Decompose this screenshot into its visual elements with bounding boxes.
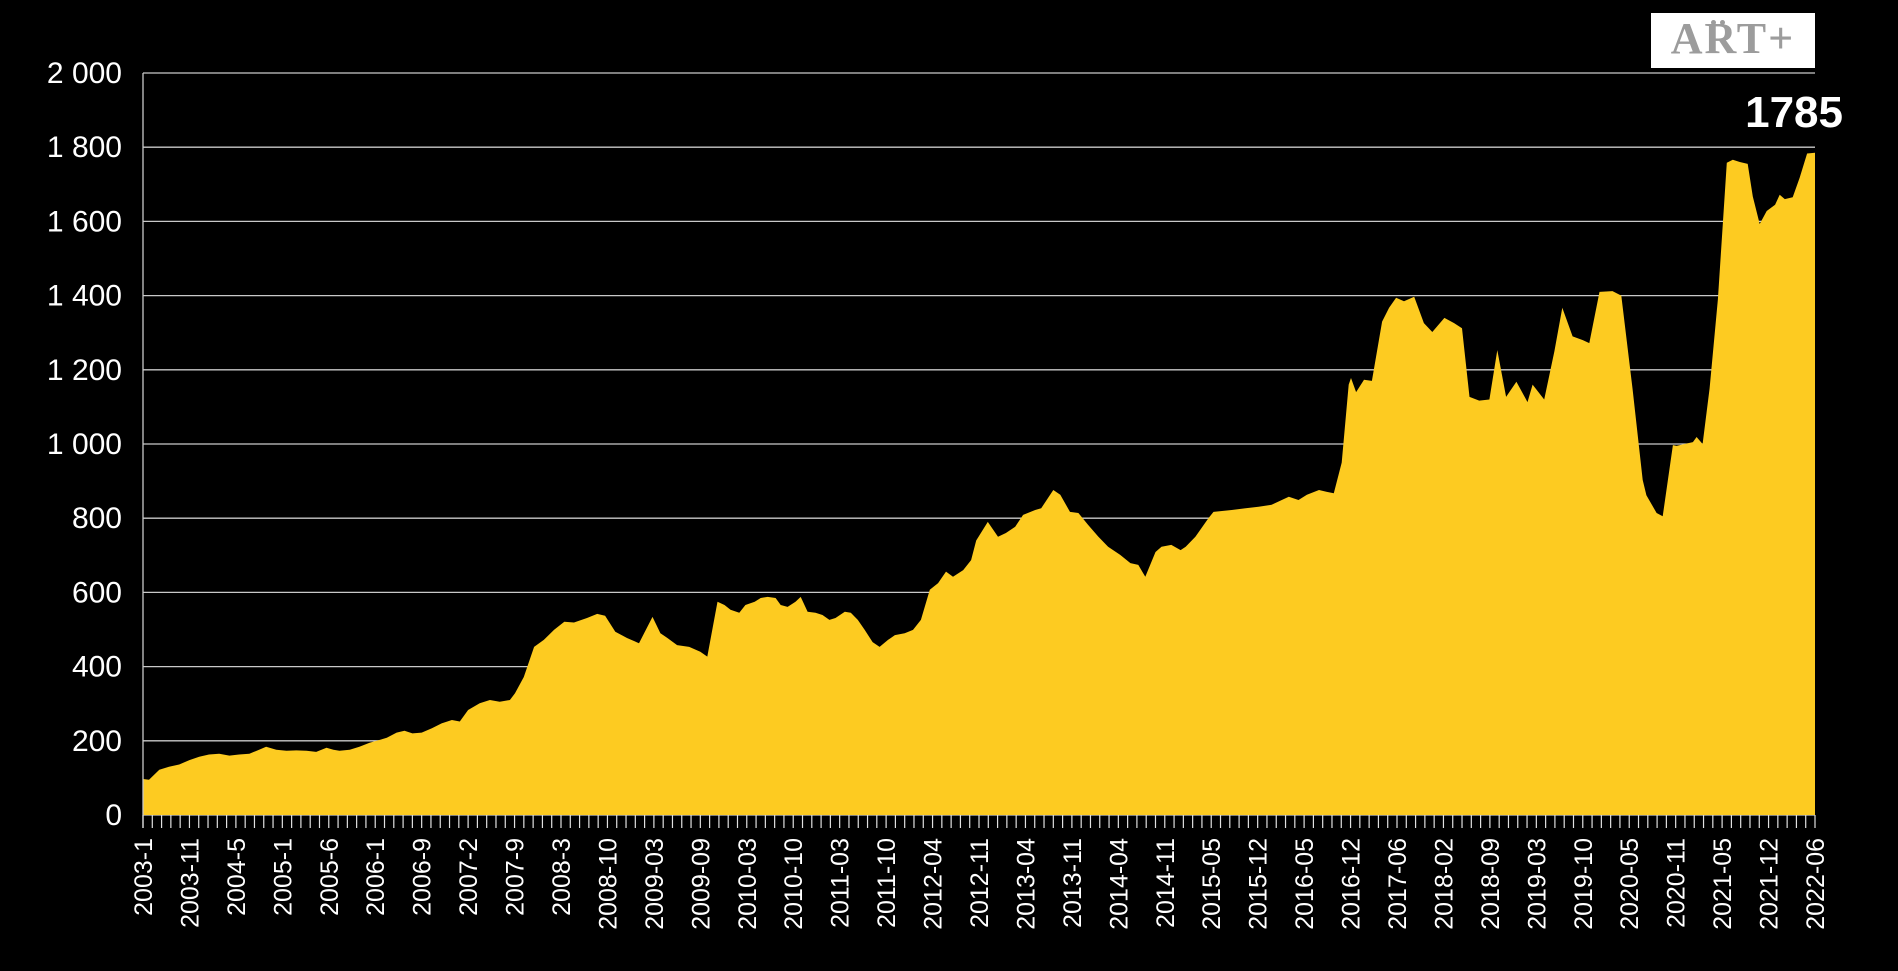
x-axis-label: 2021-05 xyxy=(1709,838,1737,930)
x-axis-label: 2016-12 xyxy=(1338,838,1366,930)
y-axis-label: 400 xyxy=(72,651,122,684)
last-value-label: 1785 xyxy=(1745,88,1843,137)
x-axis-label: 2018-09 xyxy=(1477,838,1505,930)
x-axis-label: 2016-05 xyxy=(1291,838,1319,930)
x-axis-label: 2011-03 xyxy=(827,838,855,928)
x-axis-label: 2020-11 xyxy=(1663,838,1691,928)
y-axis-label: 1 400 xyxy=(47,280,122,313)
x-axis-label: 2005-1 xyxy=(269,838,297,916)
y-axis-label: 1 800 xyxy=(47,131,122,164)
x-axis-label: 2019-10 xyxy=(1570,838,1598,930)
logo-umlaut-dots-icon xyxy=(1711,20,1716,25)
x-axis-label: 2006-1 xyxy=(362,838,390,916)
y-axis-label: 0 xyxy=(105,799,122,832)
x-axis-label: 2005-6 xyxy=(316,838,344,916)
x-axis-label: 2015-12 xyxy=(1245,838,1273,930)
x-axis-label: 2009-03 xyxy=(641,838,669,930)
x-axis-label: 2019-03 xyxy=(1523,838,1551,930)
y-axis-labels: 0 200 400 600 800 1 000 1 200 1 400 1 600 1 800 2 … xyxy=(47,57,122,832)
y-axis-label: 1 200 xyxy=(47,354,122,387)
x-axis-label: 2012-04 xyxy=(920,838,948,930)
x-axis-label: 2020-05 xyxy=(1616,838,1644,930)
x-axis-label: 2003-1 xyxy=(130,838,158,916)
x-axis-label: 2010-03 xyxy=(734,838,762,930)
x-axis-labels: 2003-1 2003-11 2004-5 2005-1 2005-6 2006-1 200… xyxy=(130,838,1830,930)
area-series xyxy=(143,152,1815,816)
x-axis-label: 2014-11 xyxy=(1152,838,1180,928)
y-axis-label: 200 xyxy=(72,725,122,758)
x-axis-label: 2013-11 xyxy=(1059,838,1087,928)
x-axis-label: 2017-06 xyxy=(1384,838,1412,930)
x-axis-label: 2006-9 xyxy=(409,838,437,916)
x-axis-label: 2022-06 xyxy=(1802,838,1830,930)
x-axis-label: 2003-11 xyxy=(176,838,204,928)
y-axis-label: 600 xyxy=(72,576,122,609)
y-axis-label: 1 000 xyxy=(47,428,122,461)
x-axis-label: 2015-05 xyxy=(1198,838,1226,930)
x-axis-ticks xyxy=(142,815,1816,828)
x-axis-label: 2007-9 xyxy=(502,838,530,916)
y-axis-label: 800 xyxy=(72,502,122,535)
x-axis-label: 2012-11 xyxy=(966,838,994,928)
x-axis-label: 2009-09 xyxy=(687,838,715,930)
x-axis-label: 2007-2 xyxy=(455,838,483,916)
x-axis-label: 2018-02 xyxy=(1430,838,1458,930)
logo-text: ART+ xyxy=(1670,13,1796,63)
x-axis-label: 2004-5 xyxy=(223,838,251,916)
x-axis-label: 2011-10 xyxy=(873,838,901,928)
x-axis-label: 2021-12 xyxy=(1756,838,1784,930)
x-axis-label: 2008-10 xyxy=(594,838,622,930)
art-plus-logo: ART+ xyxy=(1651,13,1815,68)
x-axis-label: 2014-04 xyxy=(1105,838,1133,930)
x-axis-label: 2010-10 xyxy=(780,838,808,930)
x-axis-label: 2008-3 xyxy=(548,838,576,916)
x-axis-label: 2013-04 xyxy=(1012,838,1040,930)
y-axis-label: 2 000 xyxy=(47,57,122,90)
y-axis-label: 1 600 xyxy=(47,205,122,238)
